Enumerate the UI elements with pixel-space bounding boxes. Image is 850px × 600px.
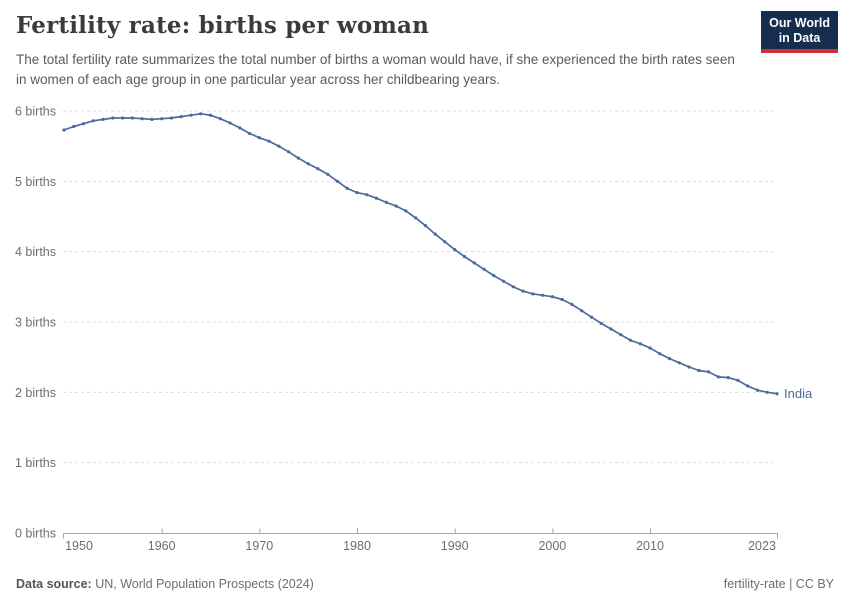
- page-title: Fertility rate: births per woman: [16, 12, 430, 39]
- svg-text:6 births: 6 births: [15, 105, 56, 119]
- svg-text:0 births: 0 births: [15, 527, 56, 541]
- svg-text:1950: 1950: [65, 539, 93, 553]
- x-axis: 1950 1960 1970 1980 1990 2000 2010 2023: [63, 528, 778, 553]
- svg-text:2010: 2010: [636, 539, 664, 553]
- y-axis-labels: 0 births 1 births 2 births 3 births 4 births…: [15, 105, 56, 541]
- svg-text:1 births: 1 births: [15, 456, 56, 470]
- svg-text:3 births: 3 births: [15, 316, 56, 330]
- chart-footer: Data source: UN, World Population Prospe…: [16, 577, 834, 591]
- series-markers: [62, 112, 779, 396]
- svg-text:4 births: 4 births: [15, 245, 56, 259]
- y-gridlines: [63, 110, 777, 464]
- svg-text:1980: 1980: [343, 539, 371, 553]
- series-line[interactable]: [63, 112, 778, 395]
- data-source: Data source: UN, World Population Prospe…: [16, 577, 314, 591]
- svg-text:5 births: 5 births: [15, 175, 56, 189]
- series-end-label[interactable]: India: [784, 386, 813, 401]
- chart-subtitle: The total fertility rate summarizes the …: [16, 52, 735, 87]
- line-chart-area[interactable]: 0 births 1 births 2 births 3 births 4 births…: [0, 95, 850, 570]
- data-source-label: Data source:: [16, 577, 92, 591]
- data-source-text: UN, World Population Prospects (2024): [91, 577, 314, 591]
- svg-text:1960: 1960: [148, 539, 176, 553]
- owid-logo[interactable]: Our World in Data: [761, 11, 838, 53]
- svg-text:2023: 2023: [748, 539, 776, 553]
- svg-text:2000: 2000: [538, 539, 566, 553]
- chart-canvas[interactable]: 0 births 1 births 2 births 3 births 4 births…: [0, 95, 850, 570]
- owid-logo-line2: in Data: [778, 31, 821, 45]
- series-india[interactable]: India: [62, 112, 813, 401]
- license-link[interactable]: fertility-rate | CC BY: [723, 577, 834, 591]
- svg-text:2 births: 2 births: [15, 386, 56, 400]
- owid-logo-line1: Our World: [769, 16, 830, 30]
- svg-text:1990: 1990: [441, 539, 469, 553]
- svg-text:1970: 1970: [245, 539, 273, 553]
